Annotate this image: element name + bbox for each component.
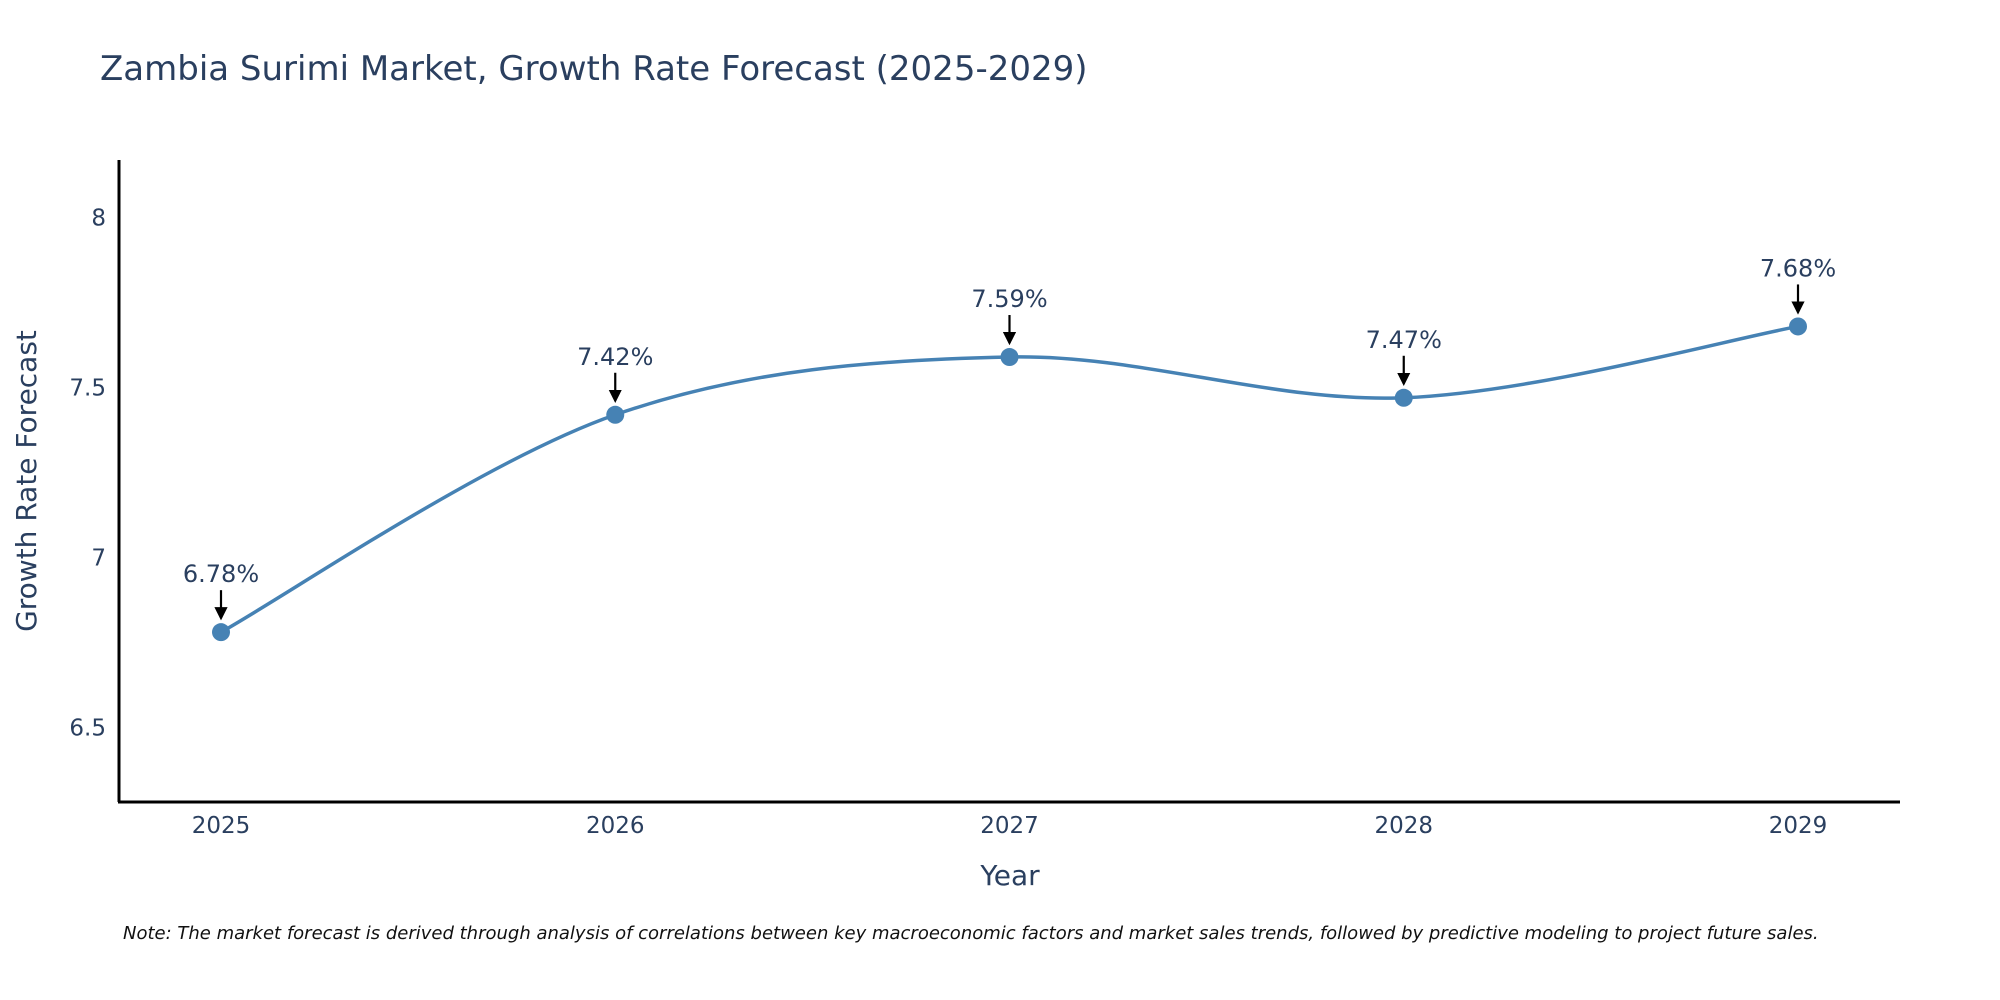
series-line-growth-rate: [220, 324, 1799, 634]
x-axis-ticks: 2025 2026 2027 2028 2029: [192, 813, 1828, 839]
data-point: [212, 623, 230, 642]
data-annotations: 6.78% 7.42% 7.59% 7.47% 7.68%: [183, 254, 1836, 621]
data-label: 7.42%: [577, 343, 653, 371]
x-tick-label: 2027: [980, 813, 1039, 839]
data-point: [1000, 348, 1019, 367]
x-axis-title: Year: [979, 859, 1040, 892]
y-tick-label: 7: [91, 545, 106, 571]
y-tick-label: 7.5: [69, 376, 106, 402]
footnote: Note: The market forecast is derived thr…: [123, 923, 1819, 944]
chart-title: Zambia Surimi Market, Growth Rate Foreca…: [100, 49, 1088, 89]
y-tick-label: 6.5: [69, 715, 106, 741]
data-point: [606, 405, 625, 424]
data-label: 6.78%: [183, 560, 259, 588]
y-axis-title: Growth Rate Forecast: [10, 330, 43, 632]
y-tick-label: 8: [91, 206, 106, 232]
data-label: 7.68%: [1760, 254, 1836, 282]
data-point: [1789, 317, 1807, 336]
x-tick-label: 2029: [1769, 813, 1828, 839]
data-markers: [212, 317, 1807, 642]
data-label: 7.59%: [971, 285, 1047, 313]
data-label: 7.47%: [1366, 326, 1442, 354]
x-tick-label: 2025: [192, 813, 251, 839]
y-axis-ticks: 6.5 7 7.5 8: [69, 206, 106, 742]
x-tick-label: 2028: [1374, 813, 1433, 839]
data-point: [1394, 388, 1413, 407]
x-tick-label: 2026: [586, 813, 645, 839]
